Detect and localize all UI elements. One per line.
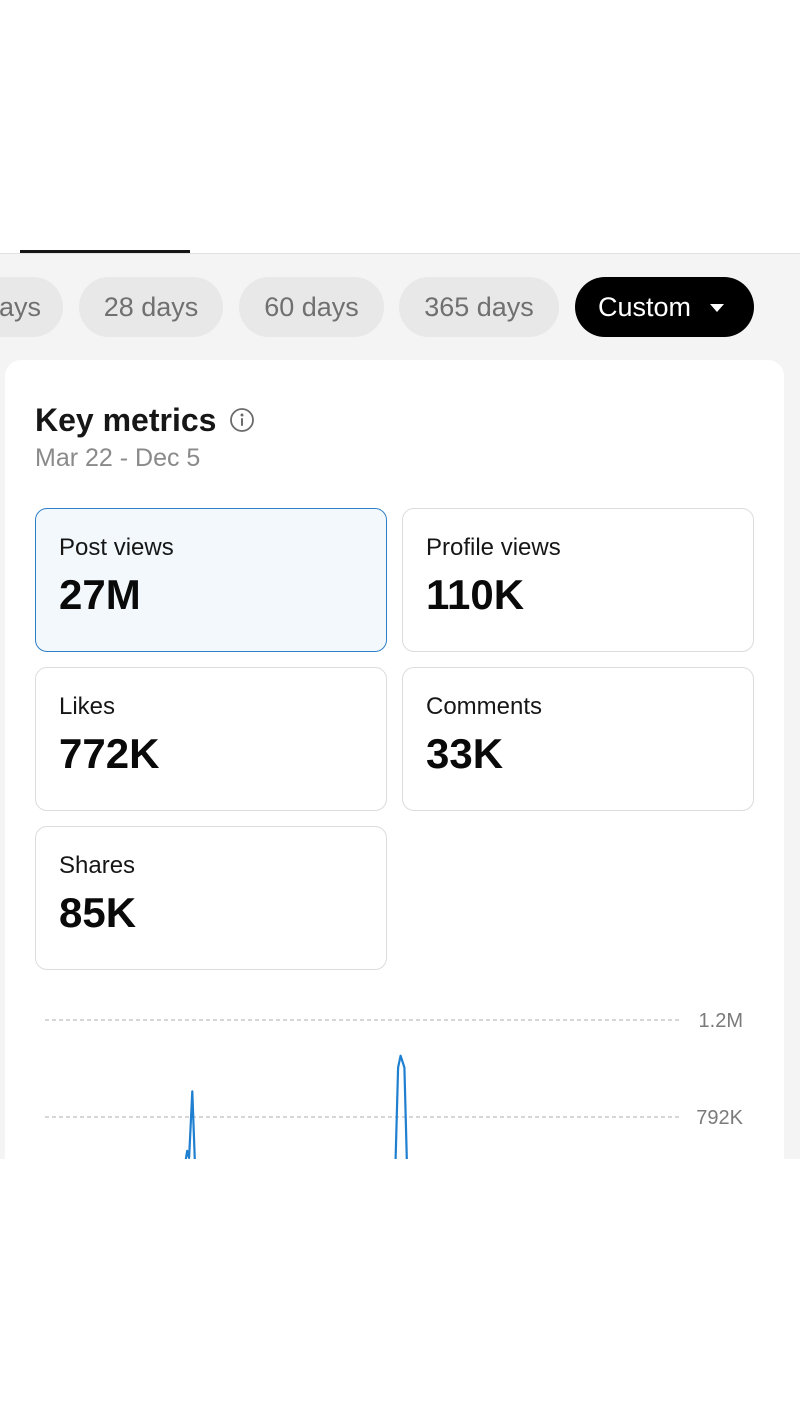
chip-365-days[interactable]: 365 days bbox=[399, 277, 559, 337]
chip-60-days[interactable]: 60 days bbox=[239, 277, 384, 337]
metric-value: 772K bbox=[59, 730, 160, 777]
metric-value: 110K bbox=[426, 571, 525, 618]
metric-card-shares[interactable]: Shares 85K bbox=[35, 826, 387, 970]
chip-custom-label: Custom bbox=[598, 292, 692, 322]
bottom-blank-area bbox=[0, 1159, 800, 1422]
series-line-segment bbox=[394, 1054, 408, 1159]
metric-label: Likes bbox=[59, 693, 116, 720]
y-tick-label: 1.2M bbox=[699, 1010, 743, 1032]
metric-value: 85K bbox=[59, 889, 137, 936]
y-tick-label: 792K bbox=[696, 1107, 743, 1129]
key-metrics-card: Key metrics Mar 22 - Dec 5 Post views 27… bbox=[5, 360, 784, 1159]
metric-label: Shares bbox=[59, 852, 136, 879]
analytics-screen: ays 28 days 60 days 365 days Custom Key … bbox=[0, 254, 800, 1159]
series-line-segment bbox=[184, 1090, 196, 1159]
metric-card-comments[interactable]: Comments 33K bbox=[402, 667, 754, 811]
metric-label: Post views bbox=[59, 534, 174, 561]
metric-card-likes[interactable]: Likes 772K bbox=[35, 667, 387, 811]
top-blank-area bbox=[0, 0, 800, 252]
key-metrics-header: Key metrics bbox=[35, 400, 255, 440]
metric-card-profile-views[interactable]: Profile views 110K bbox=[402, 508, 754, 652]
metric-value: 33K bbox=[426, 730, 504, 777]
key-metrics-title: Key metrics bbox=[35, 402, 217, 438]
metric-card-post-views[interactable]: Post views 27M bbox=[35, 508, 387, 652]
period-chip-row: ays 28 days 60 days 365 days Custom bbox=[0, 277, 800, 337]
metric-label: Comments bbox=[426, 693, 543, 720]
chip-28-days[interactable]: 28 days bbox=[79, 277, 223, 337]
metric-value: 27M bbox=[59, 571, 141, 618]
chip-custom[interactable]: Custom bbox=[575, 277, 754, 337]
caret-down-icon bbox=[710, 304, 724, 312]
metric-label: Profile views bbox=[426, 534, 561, 561]
post-views-chart: 1.2M 792K bbox=[45, 1010, 744, 1159]
info-icon[interactable] bbox=[229, 407, 255, 433]
chip-7-days[interactable]: ays bbox=[0, 277, 63, 337]
series-post-views bbox=[184, 1054, 408, 1159]
active-tab-indicator bbox=[20, 250, 190, 253]
tab-divider bbox=[0, 253, 800, 254]
date-range: Mar 22 - Dec 5 bbox=[35, 444, 201, 472]
